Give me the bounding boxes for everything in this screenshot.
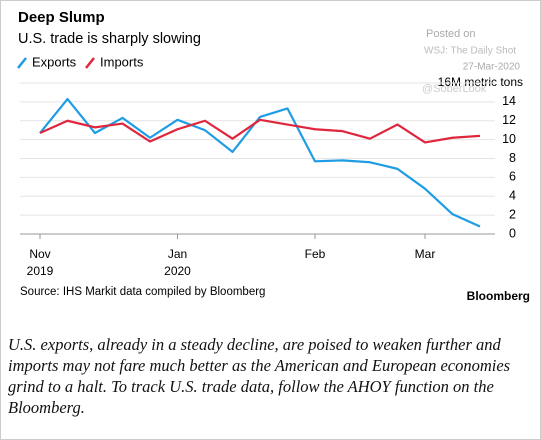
y-tick-label: 12 [502,113,516,127]
watermark: WSJ: The Daily Shot [424,46,516,57]
logo: Bloomberg [467,289,530,303]
y-tick-label: 14 [502,94,516,108]
legend-swatch [17,57,27,69]
legend-swatch [85,57,95,69]
watermark: 27-Mar-2020 [463,62,521,73]
x-tick-label: Mar [414,247,436,261]
x-tick-label: Feb [304,247,326,261]
watermark: @SoberLook [422,83,487,95]
y-tick-label: 6 [509,170,516,184]
x-tick-label: Nov 2019 [26,247,54,278]
y-tick-label: 10 [502,132,516,146]
series-line [39,118,481,144]
watermark: Posted on [426,28,476,40]
legend-label: Imports [100,54,144,69]
y-tick-label: 0 [509,226,516,240]
legend-label: Exports [32,54,77,69]
x-tick-label: Jan 2020 [164,247,191,278]
y-tick-label: 16M metric tons [438,75,523,89]
caption: U.S. exports, already in a steady declin… [8,335,511,417]
chart: Deep Slump U.S. trade is sharply slowing… [17,9,530,303]
chart-title: Deep Slump [18,9,105,26]
source: Source: IHS Markit data compiled by Bloo… [20,286,265,298]
y-tick-label: 8 [509,151,516,165]
series-line [39,97,481,228]
y-tick-label: 2 [509,207,516,221]
chart-subtitle: U.S. trade is sharply slowing [18,31,201,47]
y-tick-label: 4 [509,189,516,203]
